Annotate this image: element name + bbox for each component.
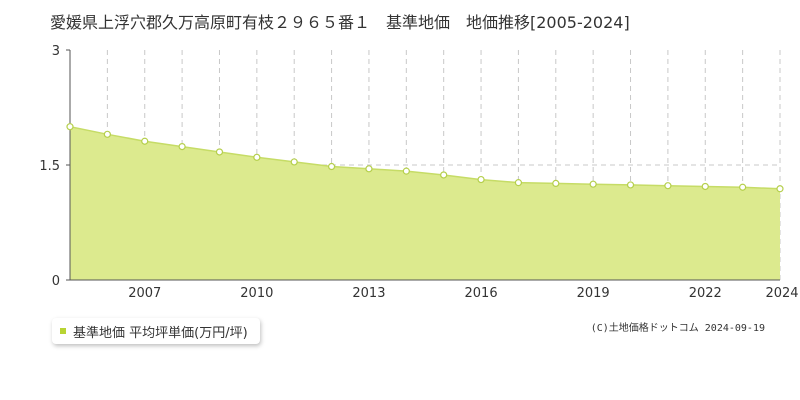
legend-label: 基準地価 平均坪単価(万円/坪) xyxy=(73,325,248,341)
legend-swatch xyxy=(60,328,66,334)
tick-labels: 0 1.5 3 2007 2010 2013 2016 2019 2022 2024 xyxy=(39,44,798,301)
data-point xyxy=(365,165,373,173)
data-point xyxy=(327,162,336,171)
data-point xyxy=(290,158,298,166)
x-tick-label: 2010 xyxy=(240,286,273,301)
data-point xyxy=(776,185,784,193)
data-point xyxy=(664,182,672,190)
x-tick-label: 2013 xyxy=(352,286,385,301)
x-tick-label: 2016 xyxy=(465,286,498,301)
x-tick-label: 2024 xyxy=(765,286,798,301)
data-point xyxy=(253,153,261,161)
series-area xyxy=(70,126,780,280)
x-tick-label: 2019 xyxy=(577,286,610,301)
data-point xyxy=(178,143,186,151)
data-point xyxy=(477,175,485,184)
chart-title: 愛媛県上浮穴郡久万高原町有枝２９６５番１ 基準地価 地価推移[2005-2024… xyxy=(50,13,630,32)
x-tick-label: 2022 xyxy=(689,286,722,301)
data-point xyxy=(739,183,747,191)
y-tick-label: 3 xyxy=(52,44,60,59)
data-point xyxy=(141,137,149,145)
series-line xyxy=(69,125,781,190)
data-markers xyxy=(66,123,784,193)
area-layer xyxy=(69,125,781,280)
data-point xyxy=(626,181,635,189)
data-point xyxy=(589,180,597,188)
y-tick-label: 1.5 xyxy=(39,159,60,174)
copyright-text: (C)土地価格ドットコム 2024-09-19 xyxy=(590,323,765,334)
data-point xyxy=(66,123,74,131)
data-point xyxy=(701,182,709,191)
data-point xyxy=(215,148,224,156)
data-point xyxy=(514,179,523,187)
data-point xyxy=(440,171,448,179)
x-tick-label: 2007 xyxy=(128,286,161,301)
y-tick-label: 0 xyxy=(52,274,60,289)
data-point xyxy=(402,167,410,175)
legend: 基準地価 平均坪単価(万円/坪) xyxy=(52,318,260,344)
data-point xyxy=(552,179,560,187)
data-point xyxy=(103,130,111,138)
